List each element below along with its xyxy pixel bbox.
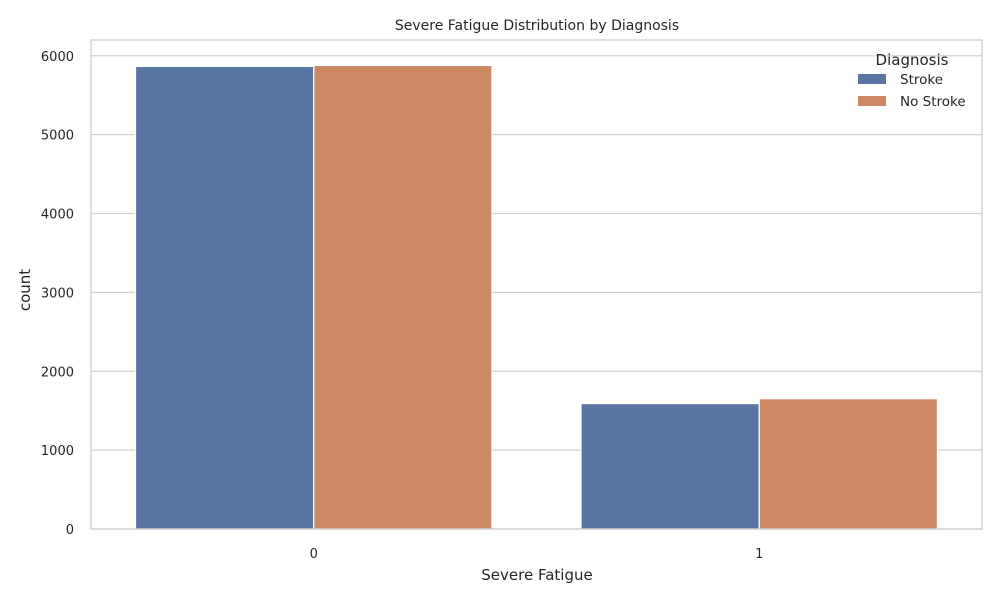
legend-label: No Stroke [900,94,966,110]
y-tick-label: 4000 [41,208,74,223]
bar-stroke-1 [580,402,760,530]
x-axis-label: Severe Fatigue [481,566,592,584]
legend: Diagnosis Stroke No Stroke [858,51,966,110]
y-axis-ticks: 0 1000 2000 3000 4000 5000 6000 [41,50,74,538]
x-tick-label: 0 [310,547,318,562]
y-axis-label: count [16,269,34,311]
bar-stroke-0 [134,65,315,530]
y-tick-label: 6000 [41,50,74,65]
y-tick-label: 3000 [41,286,74,301]
bar-no-stroke-1 [758,398,939,530]
chart-title: Severe Fatigue Distribution by Diagnosis [395,18,679,34]
plot-frame [90,39,983,530]
y-tick-label: 2000 [41,365,74,380]
legend-title: Diagnosis [876,51,949,69]
legend-swatch [858,74,886,84]
x-tick-label: 1 [755,547,763,562]
bar-no-stroke-0 [313,64,493,530]
bars [134,64,939,530]
legend-items: Stroke No Stroke [858,72,966,110]
y-tick-label: 5000 [41,129,74,144]
legend-label: Stroke [900,72,943,88]
y-tick-label: 1000 [41,444,74,459]
y-tick-label: 0 [66,523,74,538]
legend-swatch [858,96,886,106]
